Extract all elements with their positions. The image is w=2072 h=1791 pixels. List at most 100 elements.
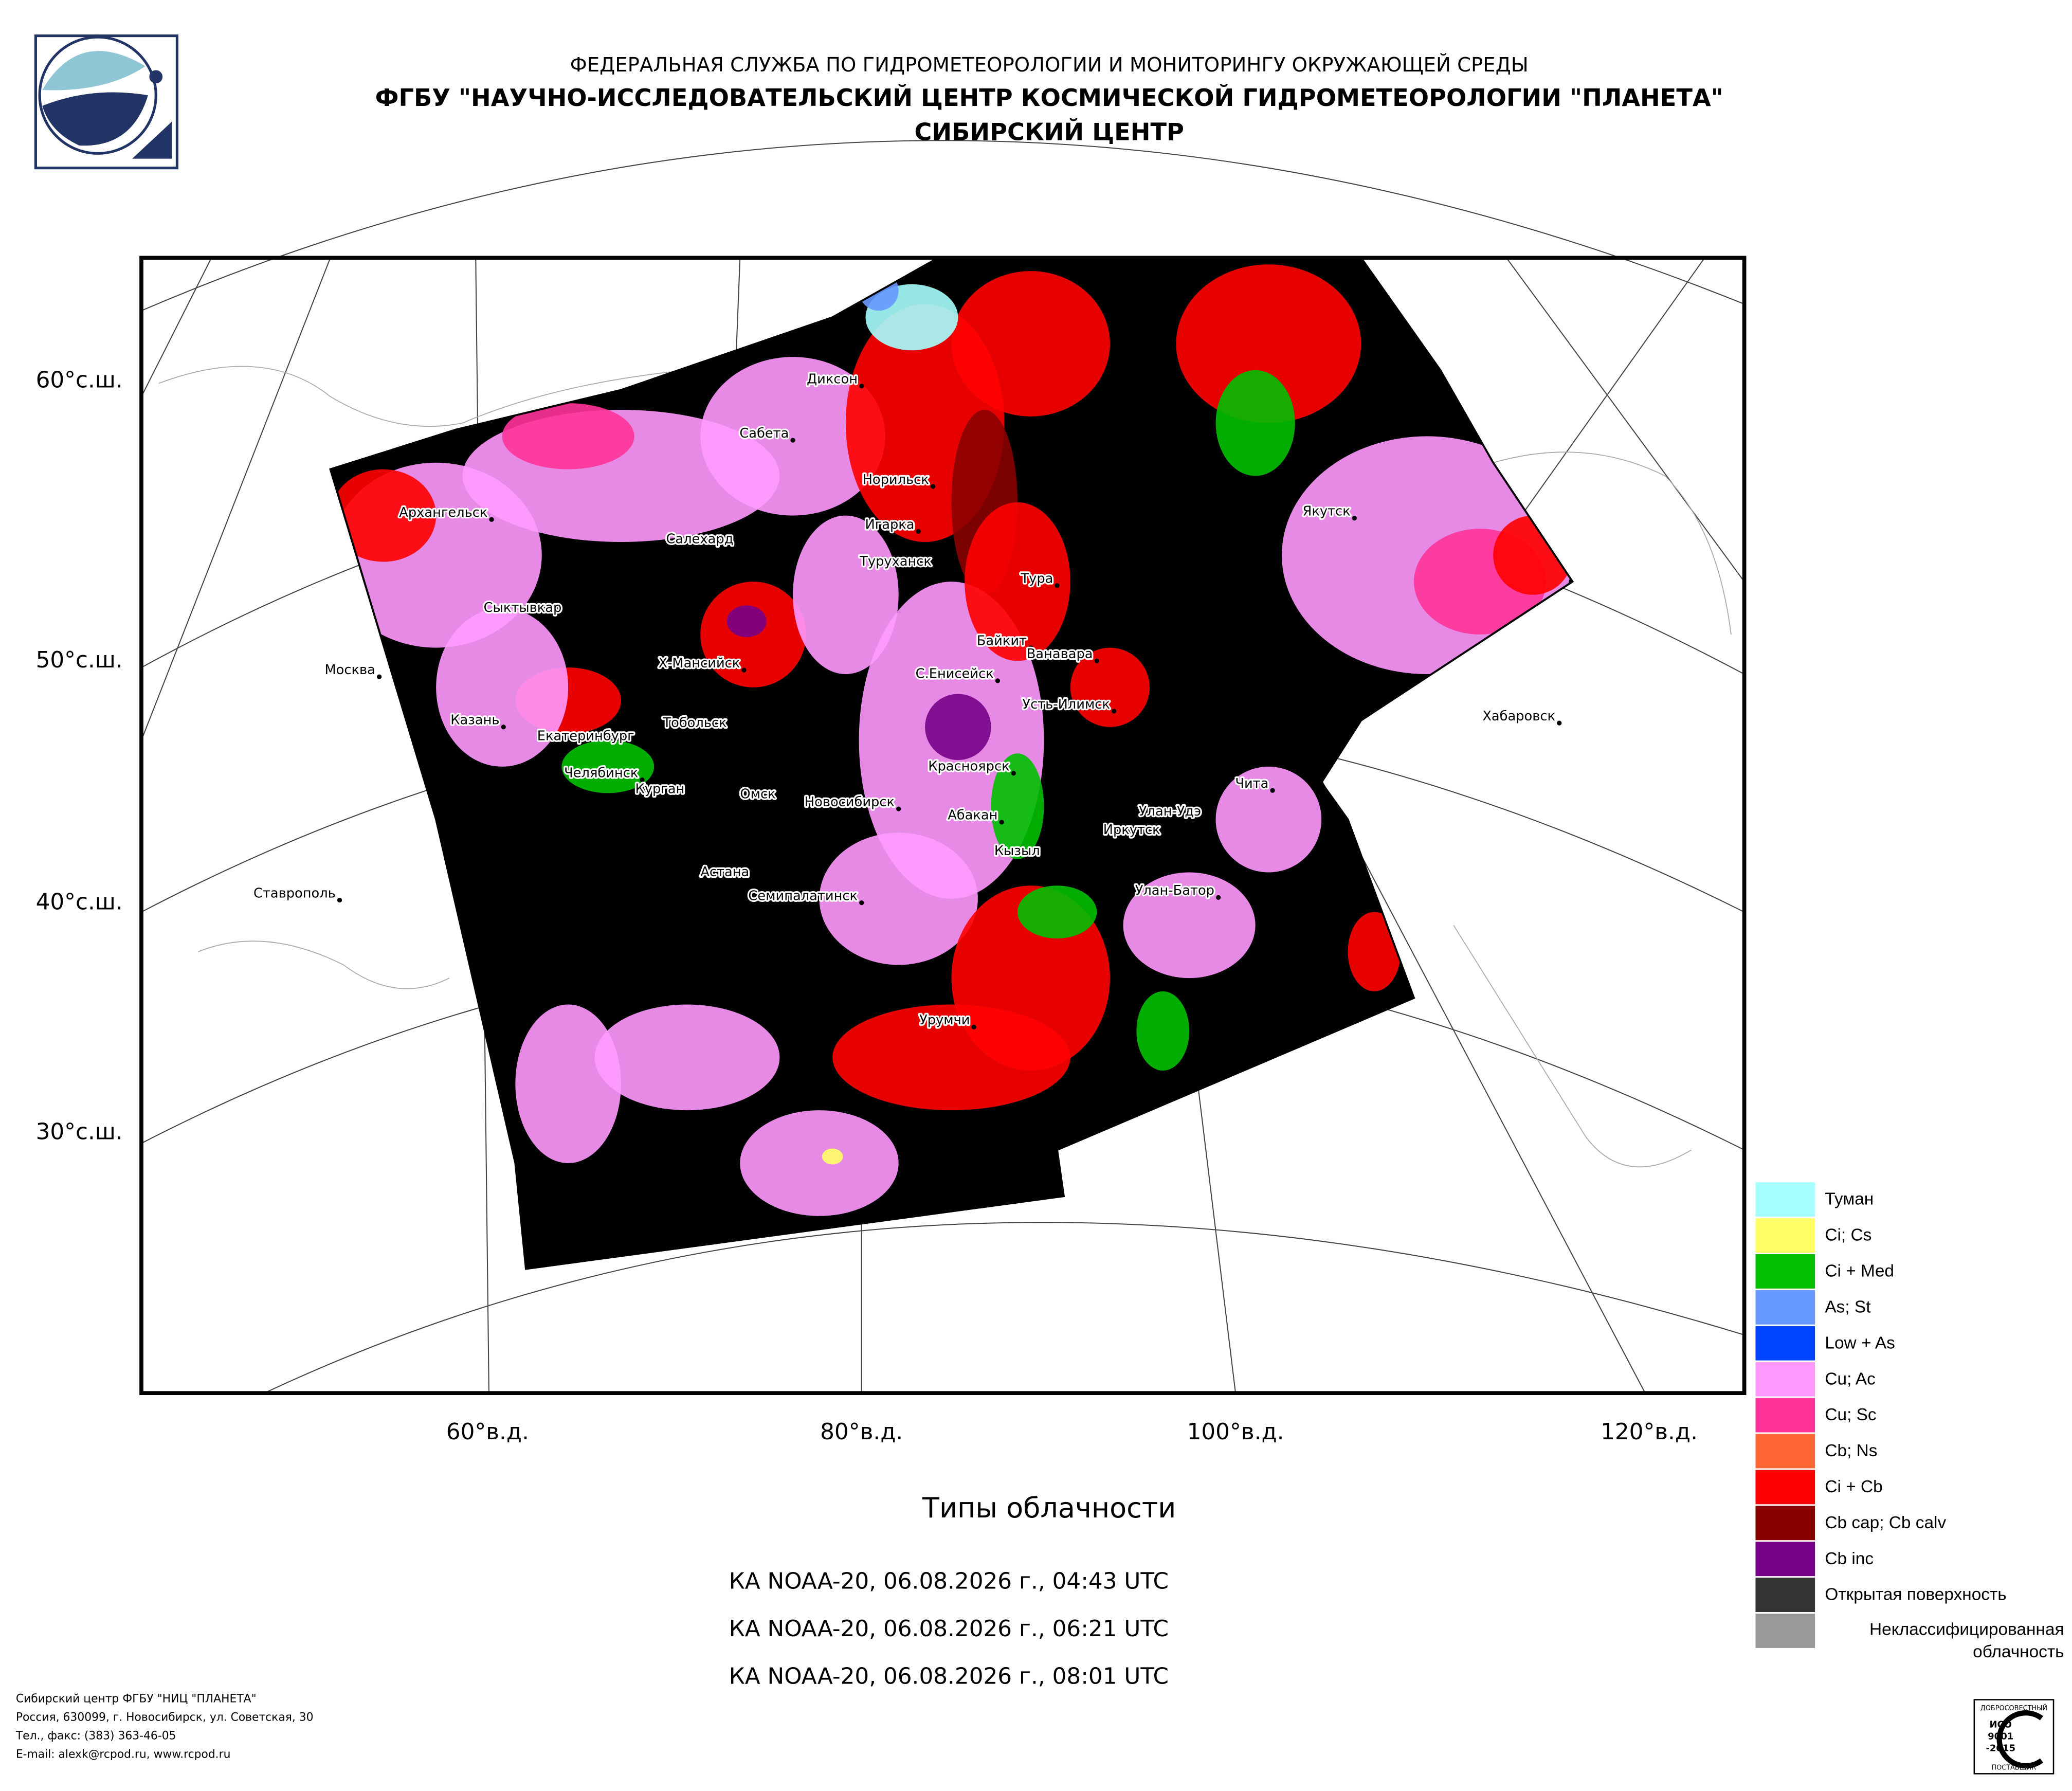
cloud-area [991, 753, 1044, 859]
lon-label: 100°в.д. [1187, 1419, 1284, 1445]
city-label: Игарка [865, 517, 915, 532]
city-label: Москва [325, 662, 375, 678]
city-marker [1011, 771, 1016, 776]
city-label: Челябинск [564, 765, 638, 781]
city-marker [1352, 516, 1357, 521]
cloud-area [1017, 885, 1097, 939]
footer-line: Сибирский центр ФГБУ "НИЦ "ПЛАНЕТА" [16, 1693, 257, 1706]
city-marker [930, 484, 936, 489]
legend-swatch [1754, 1540, 1816, 1578]
lon-label: 120°в.д. [1601, 1419, 1698, 1445]
cloud-area [330, 469, 437, 562]
legend-label: Туман [1825, 1190, 1874, 1209]
city-marker [790, 438, 795, 443]
lat-label: 30°с.ш. [36, 1119, 123, 1145]
city-label: Кызыл [994, 843, 1040, 859]
swath-outline [329, 257, 1574, 1270]
city-marker [337, 897, 342, 903]
lat-label: 40°с.ш. [36, 889, 123, 915]
city-marker [1112, 709, 1117, 714]
badge-text: 9001 [1988, 1731, 2013, 1742]
legend-label: As; St [1825, 1297, 1871, 1316]
legend-label: Ci + Med [1825, 1262, 1894, 1281]
legend-swatch [1754, 1325, 1816, 1362]
city-marker [971, 1024, 976, 1029]
city-marker [916, 529, 921, 534]
city-marker [999, 820, 1004, 825]
city-label: Омск [740, 787, 775, 802]
city-marker [1270, 788, 1275, 793]
city-label: Салехард [666, 532, 734, 547]
city-label: Семипалатинск [748, 888, 858, 903]
badge-text: ДОБРОСОВЕСТНЫЙ [1980, 1704, 2047, 1712]
city-marker [741, 667, 747, 673]
lon-label: 60°в.д. [446, 1419, 529, 1445]
city-marker [1216, 895, 1221, 900]
city-label: Сабета [739, 426, 789, 441]
cloud-area [1215, 766, 1322, 873]
city-label: Улан-Батор [1135, 883, 1214, 898]
lat-label: 60°с.ш. [36, 367, 123, 393]
cloud-area [740, 1110, 899, 1216]
city-label: Иркутск [1103, 822, 1160, 838]
city-marker [489, 517, 494, 522]
city-label: Красноярск [928, 759, 1009, 774]
city-label: Казань [450, 713, 499, 728]
legend-label: Cu; Sc [1825, 1405, 1876, 1424]
cloud-area [832, 1004, 1070, 1111]
city-marker [1094, 658, 1099, 663]
map-frame [139, 256, 1747, 1396]
legend-label: Ci; Cs [1825, 1226, 1871, 1245]
cloud-area [515, 1004, 621, 1163]
legend-swatch [1754, 1181, 1816, 1218]
city-label: Х-Мансийск [659, 656, 740, 671]
badge-text: ПОСТАВЩИК [1991, 1764, 2036, 1772]
legend-label: Cb; Ns [1825, 1441, 1877, 1460]
city-marker [995, 678, 1001, 683]
city-marker [896, 806, 901, 811]
footer-line: Тел., факс: (383) 363-46-05 [15, 1730, 176, 1743]
city-label: Туруханск [859, 554, 932, 569]
cloud-area [1348, 912, 1401, 991]
badge-text: -2015 [1986, 1743, 2015, 1754]
city-marker [1161, 834, 1167, 839]
footer-line: E-mail: alexk@rcpod.ru, www.rcpod.ru [16, 1748, 231, 1761]
header-line: ФЕДЕРАЛЬНАЯ СЛУЖБА ПО ГИДРОМЕТЕОРОЛОГИИ … [570, 52, 1529, 77]
logo [34, 34, 178, 170]
cloud-area [1070, 647, 1150, 727]
cloud-area [1215, 370, 1295, 476]
city-marker [735, 544, 740, 549]
city-marker [640, 777, 645, 783]
lon-label: 80°в.д. [820, 1419, 903, 1445]
legend-swatch [1754, 1361, 1816, 1398]
city-marker [377, 674, 382, 679]
cloud-area [561, 740, 655, 793]
legend-label: Cb inc [1825, 1549, 1874, 1568]
city-label: Диксон [807, 372, 858, 387]
cloud-area [951, 271, 1110, 417]
cloud-area [436, 608, 569, 767]
cloud-area [726, 605, 767, 638]
legend-label: Low + As [1825, 1333, 1895, 1352]
cloud-area [819, 833, 978, 965]
legend-label: Cb cap; Cb calv [1825, 1513, 1946, 1532]
cloud-area [793, 515, 899, 674]
city-label: Курган [635, 781, 685, 797]
lat-label: 50°с.ш. [36, 647, 123, 673]
cloud-area [1176, 264, 1361, 423]
city-label: Новосибирск [805, 794, 895, 810]
city-label: Усть-Илимск [1022, 697, 1110, 712]
header-line: ФГБУ "НАУЧНО-ИССЛЕДОВАТЕЛЬСКИЙ ЦЕНТР КОС… [375, 84, 1723, 112]
legend-swatch [1754, 1397, 1816, 1434]
city-marker [933, 566, 938, 571]
map [139, 140, 1747, 1396]
city-label: Тура [1020, 571, 1053, 587]
legend-swatch [1754, 1289, 1816, 1326]
legend-swatch [1754, 1253, 1816, 1290]
city-label: Хабаровск [1482, 709, 1555, 724]
footer-line: Россия, 630099, г. Новосибирск, ул. Сове… [16, 1711, 314, 1724]
cloud-area [594, 1004, 780, 1111]
legend-swatch [1754, 1612, 1816, 1650]
